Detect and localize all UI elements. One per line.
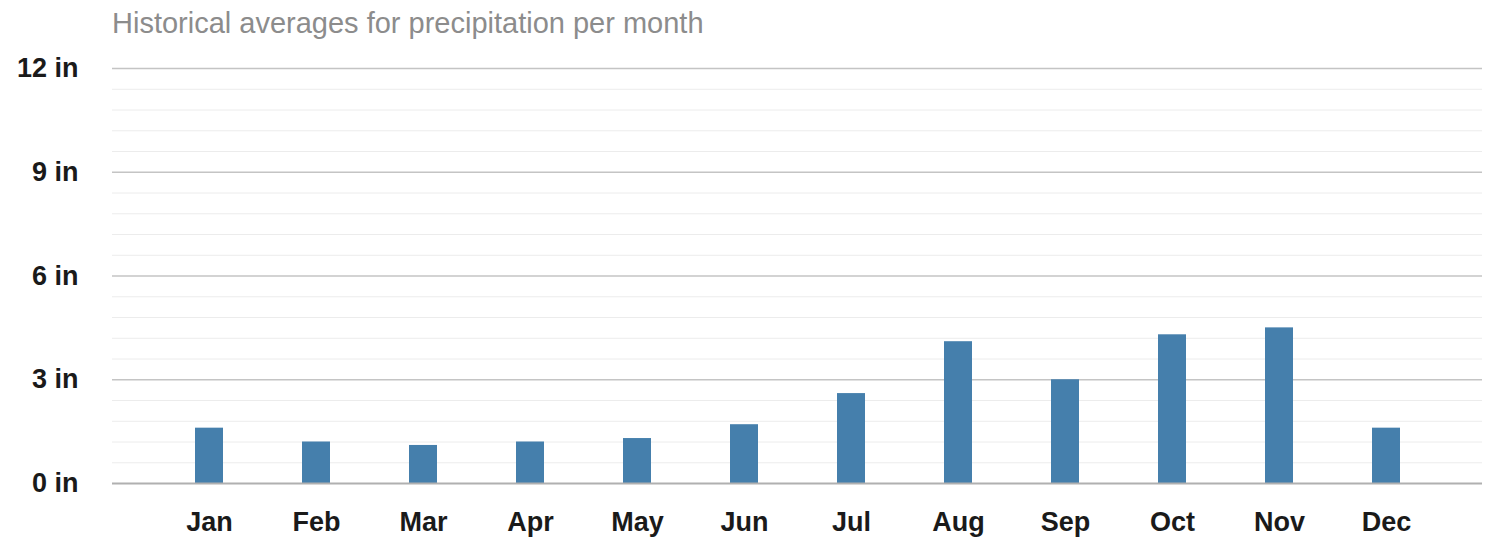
html-text:Historical averages for precip: Historical averages for precipitation pe… [112,7,704,39]
svg-text:3 in: 3 in [32,364,79,394]
svg-text:Jul: Jul [832,507,871,537]
svg-text:9 in: 9 in [32,157,79,187]
svg-text:Oct: Oct [1150,507,1195,537]
svg-text:Nov: Nov [1254,507,1305,537]
svg-text:6 in: 6 in [32,261,79,291]
svg-text:0 in: 0 in [32,468,79,498]
svg-text:Dec: Dec [1362,507,1412,537]
svg-text:Apr: Apr [507,507,554,537]
svg-text:Feb: Feb [292,507,340,537]
svg-text:Jun: Jun [720,507,768,537]
svg-text:Aug: Aug [932,507,984,537]
svg-text:May: May [611,507,664,537]
svg-text:Mar: Mar [399,507,448,537]
svg-text:12 in: 12 in [17,53,79,83]
svg-text:Jan: Jan [186,507,233,537]
svg-text:Sep: Sep [1041,507,1091,537]
